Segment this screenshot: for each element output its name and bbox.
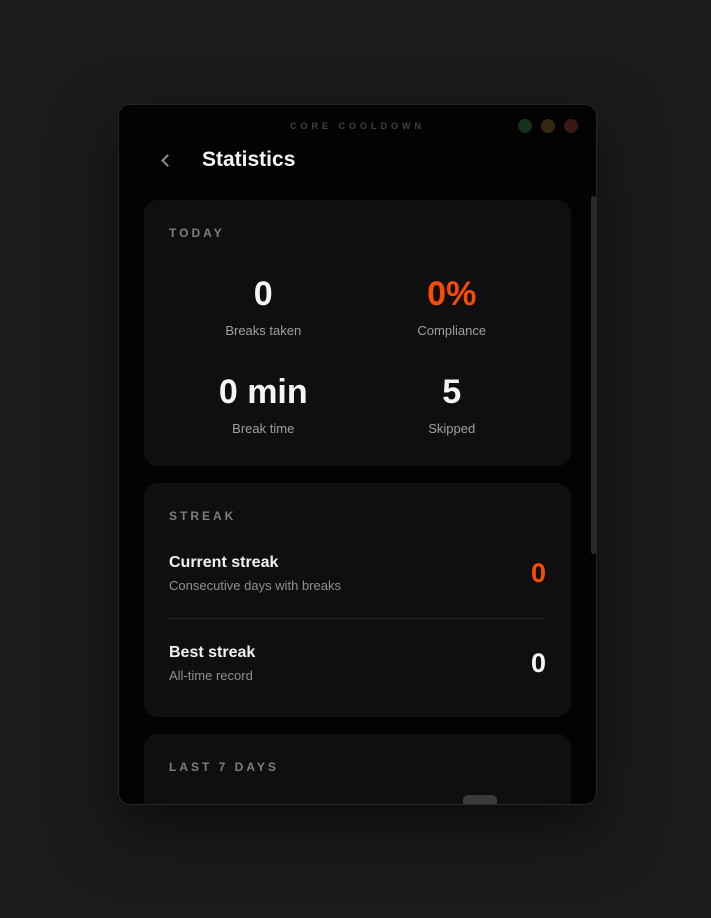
app-window: CORE COOLDOWN Statistics TODAY 0 Breaks …: [118, 104, 597, 805]
stat-break-time: 0 min Break time: [169, 375, 358, 436]
streak-row-title: Best streak: [169, 644, 256, 661]
stat-label: Break time: [232, 421, 295, 436]
window-control-yellow-icon[interactable]: [541, 119, 555, 133]
streak-row-subtitle: Consecutive days with breaks: [169, 578, 341, 593]
streak-row-title: Current streak: [169, 554, 279, 571]
streak-section-title: STREAK: [169, 509, 237, 523]
stat-breaks-taken: 0 Breaks taken: [169, 277, 358, 338]
current-streak-text: Current streak Consecutive days with bre…: [169, 553, 341, 594]
best-streak-row: Best streak All-time record 0: [169, 643, 546, 684]
stat-label: Breaks taken: [225, 323, 302, 338]
stat-value: 0 min: [218, 373, 308, 411]
current-streak-row: Current streak Consecutive days with bre…: [169, 553, 546, 594]
scrollbar-thumb[interactable]: [591, 196, 596, 554]
stat-label: Skipped: [428, 421, 476, 436]
best-streak-text: Best streak All-time record: [169, 643, 255, 684]
page-header: Statistics: [119, 141, 596, 179]
titlebar[interactable]: CORE COOLDOWN: [119, 105, 596, 139]
content-area: TODAY 0 Breaks taken 0% Compliance 0 min…: [119, 200, 596, 804]
app-title: CORE COOLDOWN: [290, 121, 425, 131]
page-title: Statistics: [202, 148, 296, 171]
streak-rows: Current streak Consecutive days with bre…: [169, 553, 546, 684]
last-7-days-card: LAST 7 DAYS: [144, 734, 571, 804]
stat-value: 0%: [427, 275, 477, 313]
best-streak-value: 0: [530, 648, 546, 678]
stat-label: Compliance: [417, 323, 487, 338]
bar-chart-bar: [463, 795, 497, 804]
stat-value: 0: [253, 275, 273, 313]
stat-value: 5: [442, 373, 462, 411]
today-stat-grid: 0 Breaks taken 0% Compliance 0 min Break…: [169, 277, 546, 436]
window-control-red-icon[interactable]: [564, 119, 578, 133]
window-control-green-icon[interactable]: [518, 119, 532, 133]
window-controls: [518, 119, 578, 133]
current-streak-value: 0: [530, 558, 546, 588]
streak-row-subtitle: All-time record: [169, 668, 253, 683]
today-card: TODAY 0 Breaks taken 0% Compliance 0 min…: [144, 200, 571, 466]
stat-compliance: 0% Compliance: [358, 277, 547, 338]
last-7-days-section-title: LAST 7 DAYS: [169, 760, 279, 774]
streak-card: STREAK Current streak Consecutive days w…: [144, 483, 571, 717]
divider: [169, 618, 546, 619]
back-button[interactable]: [152, 145, 182, 175]
today-section-title: TODAY: [169, 226, 225, 240]
stat-skipped: 5 Skipped: [358, 375, 547, 436]
chevron-left-icon: [160, 153, 174, 167]
